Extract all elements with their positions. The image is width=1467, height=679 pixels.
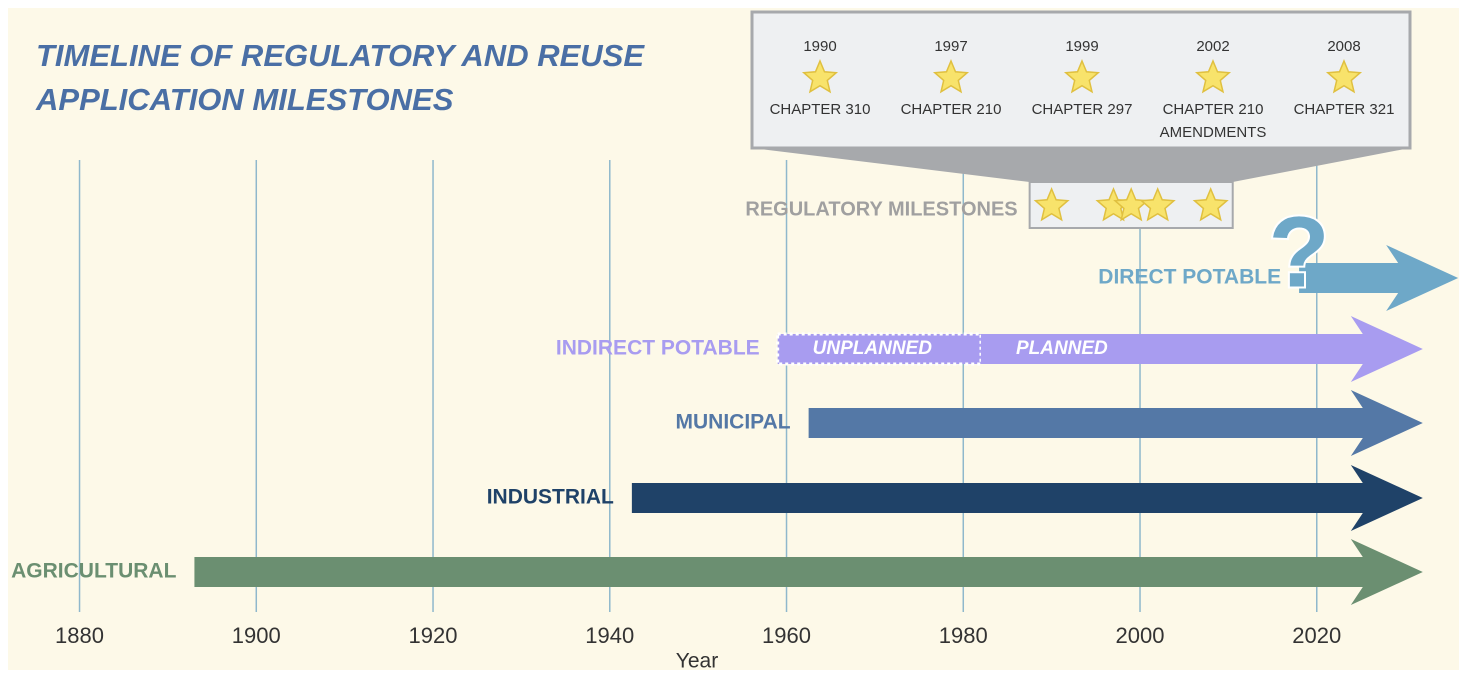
bar-segment	[980, 316, 1423, 382]
milestone-star	[1139, 187, 1176, 222]
milestone-year: 2008	[1327, 38, 1360, 55]
series-label: AGRICULTURAL	[11, 560, 176, 583]
bar	[1299, 245, 1459, 311]
bar	[194, 539, 1423, 605]
chart-title: APPLICATION MILESTONES	[35, 82, 454, 117]
x-tick-label: 2000	[1116, 623, 1165, 648]
milestone-label: CHAPTER 210	[1163, 101, 1264, 118]
x-tick-label: 1960	[762, 623, 811, 648]
segment-label: UNPLANNED	[813, 338, 933, 359]
milestone-label: AMENDMENTS	[1160, 124, 1267, 141]
milestone-label: CHAPTER 310	[770, 101, 871, 118]
x-tick-label: 1940	[585, 623, 634, 648]
milestone-label: CHAPTER 297	[1032, 101, 1133, 118]
chart-title: TIMELINE OF REGULATORY AND REUSE	[36, 38, 645, 73]
x-tick-label: 1880	[55, 623, 104, 648]
x-tick-label: 2020	[1292, 623, 1341, 648]
callout-star	[1194, 59, 1232, 94]
milestone-star	[1033, 187, 1070, 222]
callout-star	[801, 59, 839, 94]
series-label: DIRECT POTABLE	[1098, 266, 1281, 289]
callout-star	[1325, 59, 1363, 94]
milestone-year: 1999	[1065, 38, 1098, 55]
milestone-label: CHAPTER 321	[1294, 101, 1395, 118]
bar	[631, 465, 1423, 531]
series-label: MUNICIPAL	[676, 411, 791, 434]
callout-connector	[752, 148, 1410, 182]
x-tick-label: 1900	[232, 623, 281, 648]
milestone-title: REGULATORY MILESTONES	[745, 198, 1017, 220]
series-label: INDIRECT POTABLE	[556, 337, 760, 360]
x-tick-label: 1980	[939, 623, 988, 648]
x-tick-label: 1920	[409, 623, 458, 648]
callout-star	[1063, 59, 1101, 94]
milestone-year: 1990	[803, 38, 836, 55]
milestone-year: 1997	[934, 38, 967, 55]
annotation: ?	[1269, 196, 1330, 308]
bar	[808, 390, 1423, 456]
x-axis-label: Year	[676, 650, 718, 673]
callout-star	[932, 59, 970, 94]
milestone-star	[1192, 187, 1229, 222]
series-label: INDUSTRIAL	[487, 486, 614, 509]
milestone-label: CHAPTER 210	[901, 101, 1002, 118]
milestone-year: 2002	[1196, 38, 1229, 55]
segment-label: PLANNED	[1016, 338, 1108, 359]
